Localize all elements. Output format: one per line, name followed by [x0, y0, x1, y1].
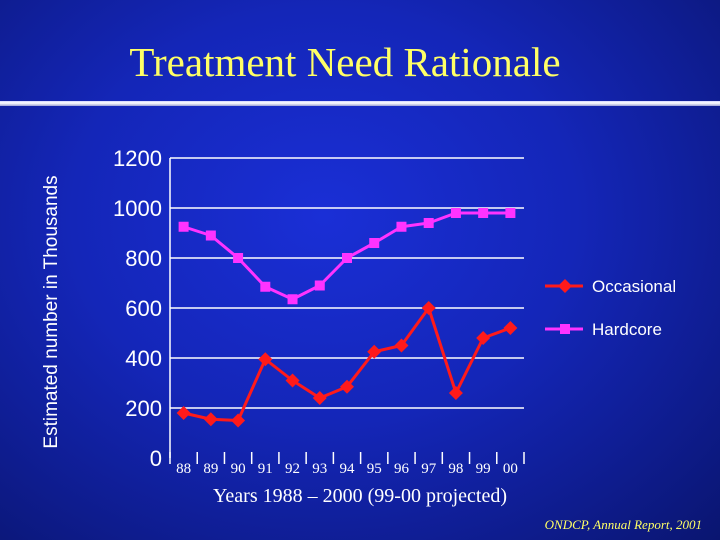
y-tick-label: 600 [125, 296, 162, 321]
x-tick-label: 92 [285, 461, 300, 477]
x-tick-label: 89 [203, 461, 218, 477]
legend-marker-occasional [558, 279, 572, 293]
x-tick-label: 94 [340, 461, 356, 477]
x-axis-label: Years 1988 – 2000 (99-00 projected) [212, 485, 508, 507]
legend-marker-hardcore [560, 324, 570, 334]
data-point-occasional [394, 338, 409, 353]
data-point-occasional [367, 344, 382, 359]
legend-label-occasional: Occasional [592, 277, 676, 296]
source-note: ONDCP, Annual Report, 2001 [544, 517, 702, 532]
x-tick-label: 93 [312, 461, 327, 477]
data-point-hardcore [505, 208, 516, 218]
x-tick-label: 97 [421, 461, 437, 477]
data-point-hardcore [342, 253, 352, 263]
x-tick-label: 90 [231, 461, 246, 477]
data-point-occasional [258, 352, 273, 367]
x-tick-label: 00 [503, 461, 518, 477]
x-tick-label: 91 [258, 461, 273, 477]
data-point-occasional [285, 373, 300, 388]
data-point-occasional [476, 331, 491, 345]
x-tick-label: 99 [476, 461, 491, 477]
y-tick-label: 400 [125, 346, 162, 371]
x-tick-label: 98 [448, 461, 463, 477]
y-tick-label: 800 [125, 246, 162, 271]
data-point-occasional [448, 386, 463, 400]
data-point-occasional [503, 321, 518, 335]
data-point-hardcore [287, 294, 298, 305]
data-point-hardcore [178, 221, 189, 232]
title-divider [0, 101, 720, 106]
data-point-hardcore [423, 218, 434, 228]
data-point-occasional [421, 301, 436, 315]
data-point-hardcore [260, 281, 271, 292]
x-tick-label: 96 [394, 461, 410, 477]
data-point-occasional [231, 413, 246, 428]
data-point-occasional [312, 391, 327, 405]
chart-title: Treatment Need Rationale [129, 39, 561, 85]
y-tick-label: 1200 [113, 146, 162, 171]
data-point-hardcore [233, 253, 244, 263]
data-point-hardcore [396, 221, 407, 232]
data-point-occasional [176, 406, 191, 420]
data-point-occasional [340, 379, 354, 394]
data-point-hardcore [369, 238, 380, 248]
data-point-hardcore [314, 280, 325, 291]
y-tick-label: 200 [125, 396, 162, 421]
data-point-hardcore [205, 230, 216, 241]
series-line-occasional [183, 306, 511, 422]
x-tick-label: 88 [176, 461, 191, 477]
data-point-occasional [203, 412, 218, 427]
y-tick-label: 0 [150, 446, 162, 471]
x-tick-label: 95 [367, 461, 382, 477]
y-tick-label: 1000 [113, 196, 162, 221]
legend-label-hardcore: Hardcore [592, 320, 662, 339]
data-point-hardcore [450, 208, 461, 218]
data-point-hardcore [478, 208, 489, 218]
